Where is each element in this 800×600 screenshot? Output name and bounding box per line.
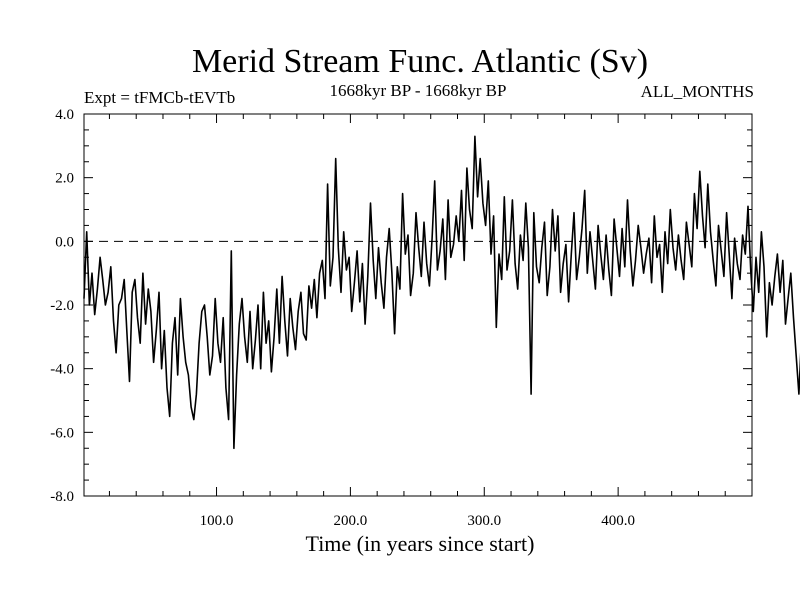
- series-line-0: [83, 135, 800, 450]
- y-tick-labels: 4.0 2.0 0.0 -2.0 -4.0 -6.0 -8.0: [50, 107, 74, 505]
- y-tick-label: -8.0: [50, 489, 74, 505]
- months-label: ALL_MONTHS: [641, 82, 754, 101]
- y-tick-label: 0.0: [55, 234, 74, 250]
- time-range-label: 1668kyr BP - 1668kyr BP: [330, 81, 507, 100]
- y-tick-label: -6.0: [50, 425, 74, 441]
- y-tick-label: 4.0: [55, 107, 74, 123]
- x-axis-label: Time (in years since start): [306, 531, 535, 556]
- y-tick-label: 2.0: [55, 171, 74, 187]
- series-lines: [83, 135, 800, 450]
- x-tick-labels: 100.0 200.0 300.0 400.0: [200, 513, 635, 529]
- experiment-label: Expt = tFMCb-tEVTb: [84, 88, 235, 107]
- y-tick-label: -2.0: [50, 298, 74, 314]
- x-tick-label: 200.0: [334, 513, 368, 529]
- x-tick-label: 400.0: [601, 513, 635, 529]
- axis-ticks: [84, 113, 752, 497]
- x-tick-label: 100.0: [200, 513, 234, 529]
- y-tick-label: -4.0: [50, 362, 74, 378]
- x-tick-label: 300.0: [467, 513, 501, 529]
- chart-title: Merid Stream Func. Atlantic (Sv): [192, 43, 648, 80]
- plot-frame: [83, 113, 753, 497]
